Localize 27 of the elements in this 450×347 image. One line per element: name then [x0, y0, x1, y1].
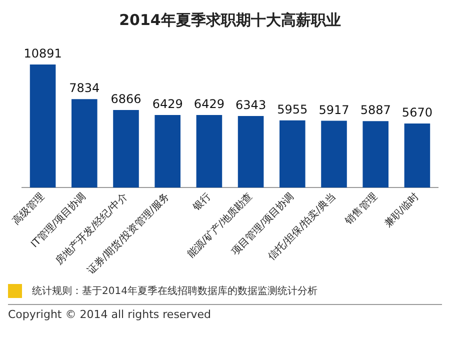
- bar: [404, 124, 430, 188]
- x-tick-label: 兼职/临时: [382, 190, 422, 230]
- text: 统计规则：基于2014年夏季在线招聘数据库的数据监测统计分析: [32, 284, 318, 298]
- bar: [72, 99, 98, 188]
- data-label: 6866: [110, 92, 142, 106]
- bar: [280, 120, 306, 188]
- x-tick-label: 销售管理: [342, 190, 380, 228]
- data-label: 5670: [402, 106, 432, 120]
- chart-title: 2014年夏季求职期十大高薪职业: [119, 10, 341, 29]
- x-tick-label: 高级管理: [10, 190, 47, 228]
- text: Copyright © 2014 all rights reserved: [8, 308, 211, 321]
- data-label: 6429: [152, 97, 183, 112]
- x-tick-label: 银行: [190, 191, 214, 214]
- bar: [362, 121, 388, 188]
- data-label: 7834: [69, 81, 100, 96]
- data-label: 5917: [318, 102, 350, 117]
- bar: [321, 120, 347, 188]
- bar: [154, 114, 180, 188]
- data-label: 5887: [360, 103, 391, 118]
- bar: [196, 114, 222, 188]
- bar: [238, 116, 264, 188]
- data-label: 6429: [194, 97, 224, 112]
- data-label: 10891: [24, 46, 62, 61]
- data-label: 6343: [236, 98, 266, 112]
- data-label: 5955: [277, 102, 308, 116]
- bar: [30, 64, 56, 188]
- bar: [113, 110, 139, 188]
